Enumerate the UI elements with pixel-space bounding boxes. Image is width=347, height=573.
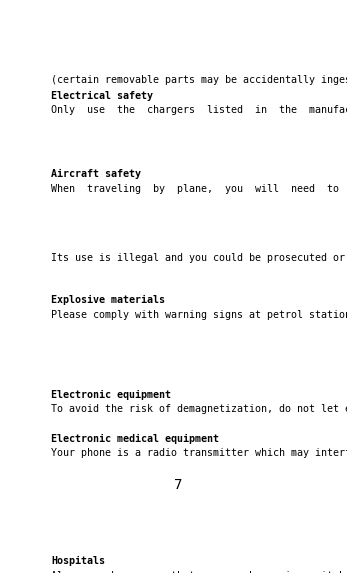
Text: Electrical safety: Electrical safety: [51, 91, 153, 101]
Text: When  traveling  by  plane,  you  will  need  to  switch  your phone  off  when : When traveling by plane, you will need t…: [51, 184, 347, 194]
Text: Electronic medical equipment: Electronic medical equipment: [51, 434, 219, 444]
Text: Explosive materials: Explosive materials: [51, 295, 166, 305]
Text: (certain removable parts may be accidentally ingested).: (certain removable parts may be accident…: [51, 76, 347, 85]
Text: Only  use  the  chargers  listed  in  the  manufacturer’s catalogue. Using any o: Only use the chargers listed in the manu…: [51, 105, 347, 115]
Text: 7: 7: [174, 478, 182, 492]
Text: Always  make  sure  that  your  phone  is  switched  off  in: Always make sure that your phone is swit…: [51, 571, 347, 573]
Text: Electronic equipment: Electronic equipment: [51, 390, 171, 400]
Text: Its use is illegal and you could be prosecuted or banned from  using  cellular  : Its use is illegal and you could be pros…: [51, 253, 347, 263]
Text: Hospitals: Hospitals: [51, 556, 105, 566]
Text: Your phone is a radio transmitter which may interfere with electronic medical eq: Your phone is a radio transmitter which …: [51, 448, 347, 458]
Text: Please comply with warning signs at petrol station when personnel  asking you to: Please comply with warning signs at petr…: [51, 310, 347, 320]
Text: Aircraft safety: Aircraft safety: [51, 169, 142, 179]
Text: To avoid the risk of demagnetization, do not let electronic devices close to you: To avoid the risk of demagnetization, do…: [51, 405, 347, 414]
